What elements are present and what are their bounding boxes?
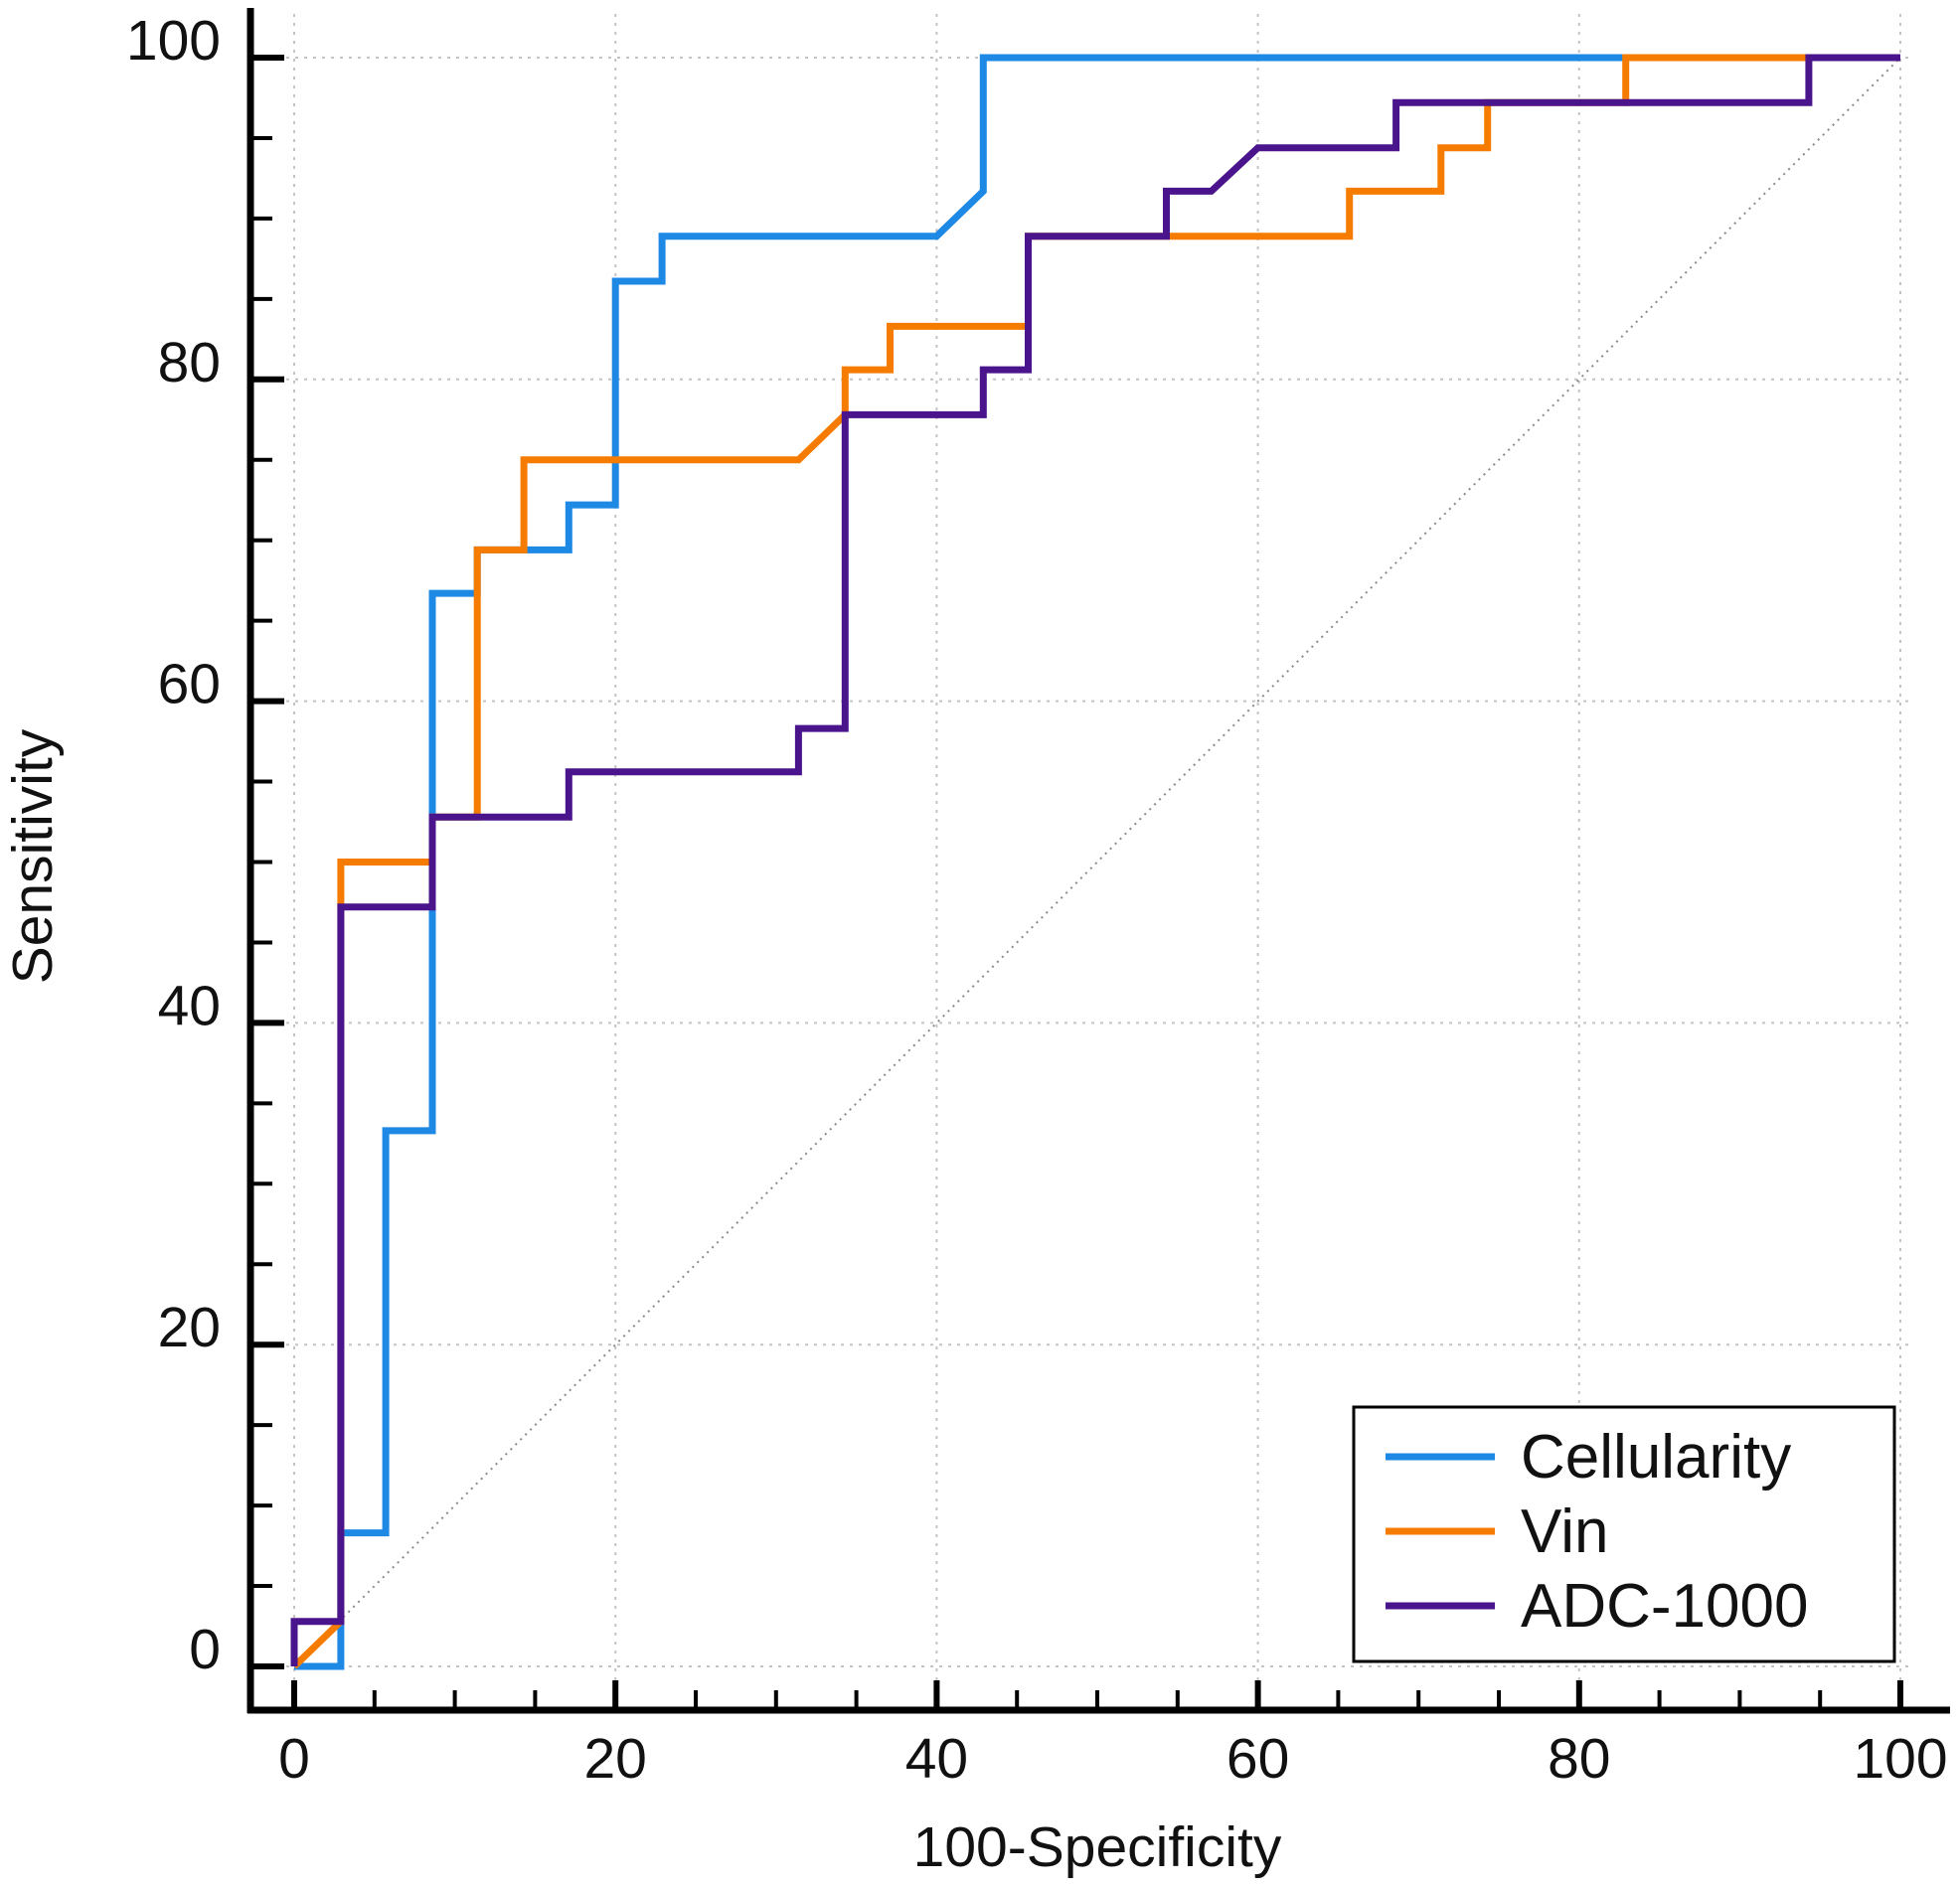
legend-label-adc-1000: ADC-1000 [1521,1572,1808,1641]
x-tick-label-3: 60 [1226,1727,1289,1791]
legend: Cellularity Vin ADC-1000 [1352,1405,1896,1663]
y-tick-label-3: 60 [158,653,221,716]
x-axis-title: 100-Specificity [913,1815,1282,1879]
y-tick-label-4: 80 [158,331,221,394]
y-tick-label-1: 20 [158,1296,221,1359]
x-tick-label-4: 80 [1548,1727,1610,1791]
y-tick-label-5: 100 [126,9,221,73]
axis-ticks: 0 20 40 60 80 100 0 20 40 60 80 100 [126,9,1948,1791]
x-tick-label-1: 20 [583,1727,646,1791]
y-tick-label-0: 0 [189,1618,221,1681]
legend-label-cellularity: Cellularity [1521,1423,1791,1492]
x-tick-label-2: 40 [905,1727,968,1791]
y-tick-label-2: 40 [158,974,221,1037]
x-tick-label-0: 0 [278,1727,310,1791]
series-line-adc-1000 [290,54,1900,1666]
y-axis-title: Sensitivity [1,728,65,984]
series-line-cellularity [294,54,1900,1670]
legend-label-vin: Vin [1521,1497,1609,1566]
series-lines [290,54,1900,1670]
x-tick-label-5: 100 [1853,1727,1947,1791]
